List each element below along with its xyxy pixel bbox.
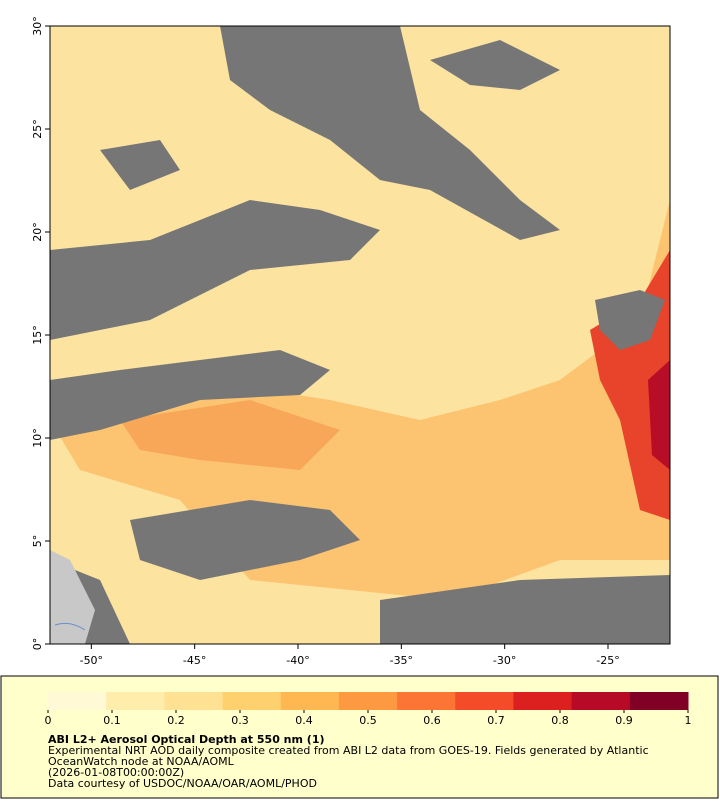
legend-line: (2026-01-08T00:00:00Z) — [48, 766, 184, 779]
lat-tick-label: 30° — [31, 16, 44, 36]
lat-tick-label: 25° — [31, 119, 44, 139]
lat-tick-label: 10° — [31, 428, 44, 448]
legend-line: Data courtesy of USDOC/NOAA/OAR/AOML/PHO… — [48, 777, 317, 790]
legend-line: Experimental NRT AOD daily composite cre… — [48, 744, 649, 757]
axes: -50° -45° -40° -35° -30° -25° 0° 5° 10° 15° 20° 25°… — [31, 16, 620, 667]
colorbar-tick-label: 0.1 — [103, 714, 121, 727]
colorbar-step — [106, 692, 165, 710]
colorbar-step — [280, 692, 340, 710]
legend-title: ABI L2+ Aerosol Optical Depth at 550 nm … — [48, 733, 325, 746]
colorbar-step — [455, 692, 514, 710]
lon-tick-label: -30° — [493, 654, 516, 667]
lat-tick-label: 20° — [31, 222, 44, 242]
lat-tick-label: 5° — [31, 535, 44, 548]
lon-tick-label: -40° — [286, 654, 309, 667]
colorbar-tick-label: 0.8 — [551, 714, 569, 727]
colorbar-tick-label: 0.4 — [295, 714, 313, 727]
colorbar-step — [48, 692, 107, 710]
legend: ABI L2+ Aerosol Optical Depth at 550 nm … — [45, 692, 692, 790]
lon-tick-label: -50° — [80, 654, 103, 667]
colorbar-tick-label: 0.3 — [231, 714, 249, 727]
lon-tick-label: -35° — [390, 654, 413, 667]
colorbar-step — [629, 692, 689, 710]
lon-tick-label: -25° — [596, 654, 619, 667]
colorbar-tick-label: 0.2 — [167, 714, 185, 727]
colorbar-step — [164, 692, 224, 710]
colorbar-tick-label: 0 — [45, 714, 52, 727]
colorbar-tick-label: 0.6 — [423, 714, 441, 727]
colorbar-step — [222, 692, 282, 710]
lat-tick-label: 0° — [31, 638, 44, 651]
colorbar-tick-label: 0.9 — [615, 714, 633, 727]
colorbar-tick-label: 1 — [685, 714, 692, 727]
colorbar-tick-label: 0.7 — [487, 714, 505, 727]
map-image — [50, 26, 670, 644]
colorbar-step — [397, 692, 456, 710]
lon-tick-label: -45° — [183, 654, 206, 667]
colorbar-step — [571, 692, 631, 710]
colorbar-step — [513, 692, 573, 710]
lat-tick-label: 15° — [31, 325, 44, 345]
legend-line: OceanWatch node at NOAA/AOML — [48, 755, 235, 768]
colorbar-tick-label: 0.5 — [359, 714, 377, 727]
colorbar-step — [338, 692, 398, 710]
